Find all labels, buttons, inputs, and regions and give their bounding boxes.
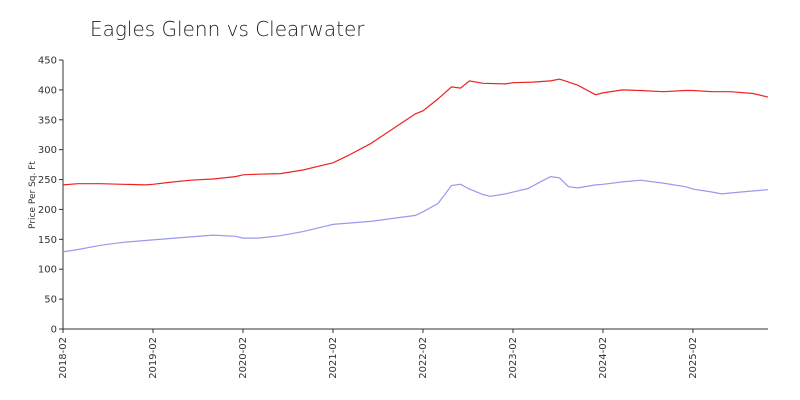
x-tick-label: 2020-02 xyxy=(238,337,249,379)
chart-title: Eagles Glenn vs Clearwater xyxy=(90,17,365,41)
y-tick-label: 350 xyxy=(38,115,57,126)
y-tick-label: 0 xyxy=(51,325,57,336)
y-tick-label: 100 xyxy=(38,265,57,276)
x-tick-label: 2023-02 xyxy=(508,337,519,379)
y-tick-label: 400 xyxy=(38,85,57,96)
x-tick-label: 2025-02 xyxy=(688,337,699,379)
y-tick-label: 50 xyxy=(44,295,57,306)
series-line-eagles-glenn xyxy=(62,78,769,186)
y-axis: 0 50 100 150 200 250 300 350 400 450 xyxy=(38,56,64,336)
series-line-clearwater xyxy=(62,175,769,253)
series-group xyxy=(62,78,769,253)
y-axis-label: Price Per Sq. Ft xyxy=(28,161,38,229)
x-tick-label: 2022-02 xyxy=(418,337,429,379)
x-tick-label: 2021-02 xyxy=(328,337,339,379)
x-tick-label: 2018-02 xyxy=(58,337,69,379)
y-tick-label: 250 xyxy=(38,175,57,186)
x-tick-label: 2024-02 xyxy=(598,337,609,379)
y-tick-label: 200 xyxy=(38,205,57,216)
y-tick-label: 450 xyxy=(38,56,57,67)
y-tick-label: 300 xyxy=(38,145,57,156)
x-tick-label: 2019-02 xyxy=(148,337,159,379)
x-axis: 2018-02 2019-02 2020-02 2021-02 2022-02 2023-… xyxy=(58,328,768,379)
y-tick-label: 150 xyxy=(38,235,57,246)
